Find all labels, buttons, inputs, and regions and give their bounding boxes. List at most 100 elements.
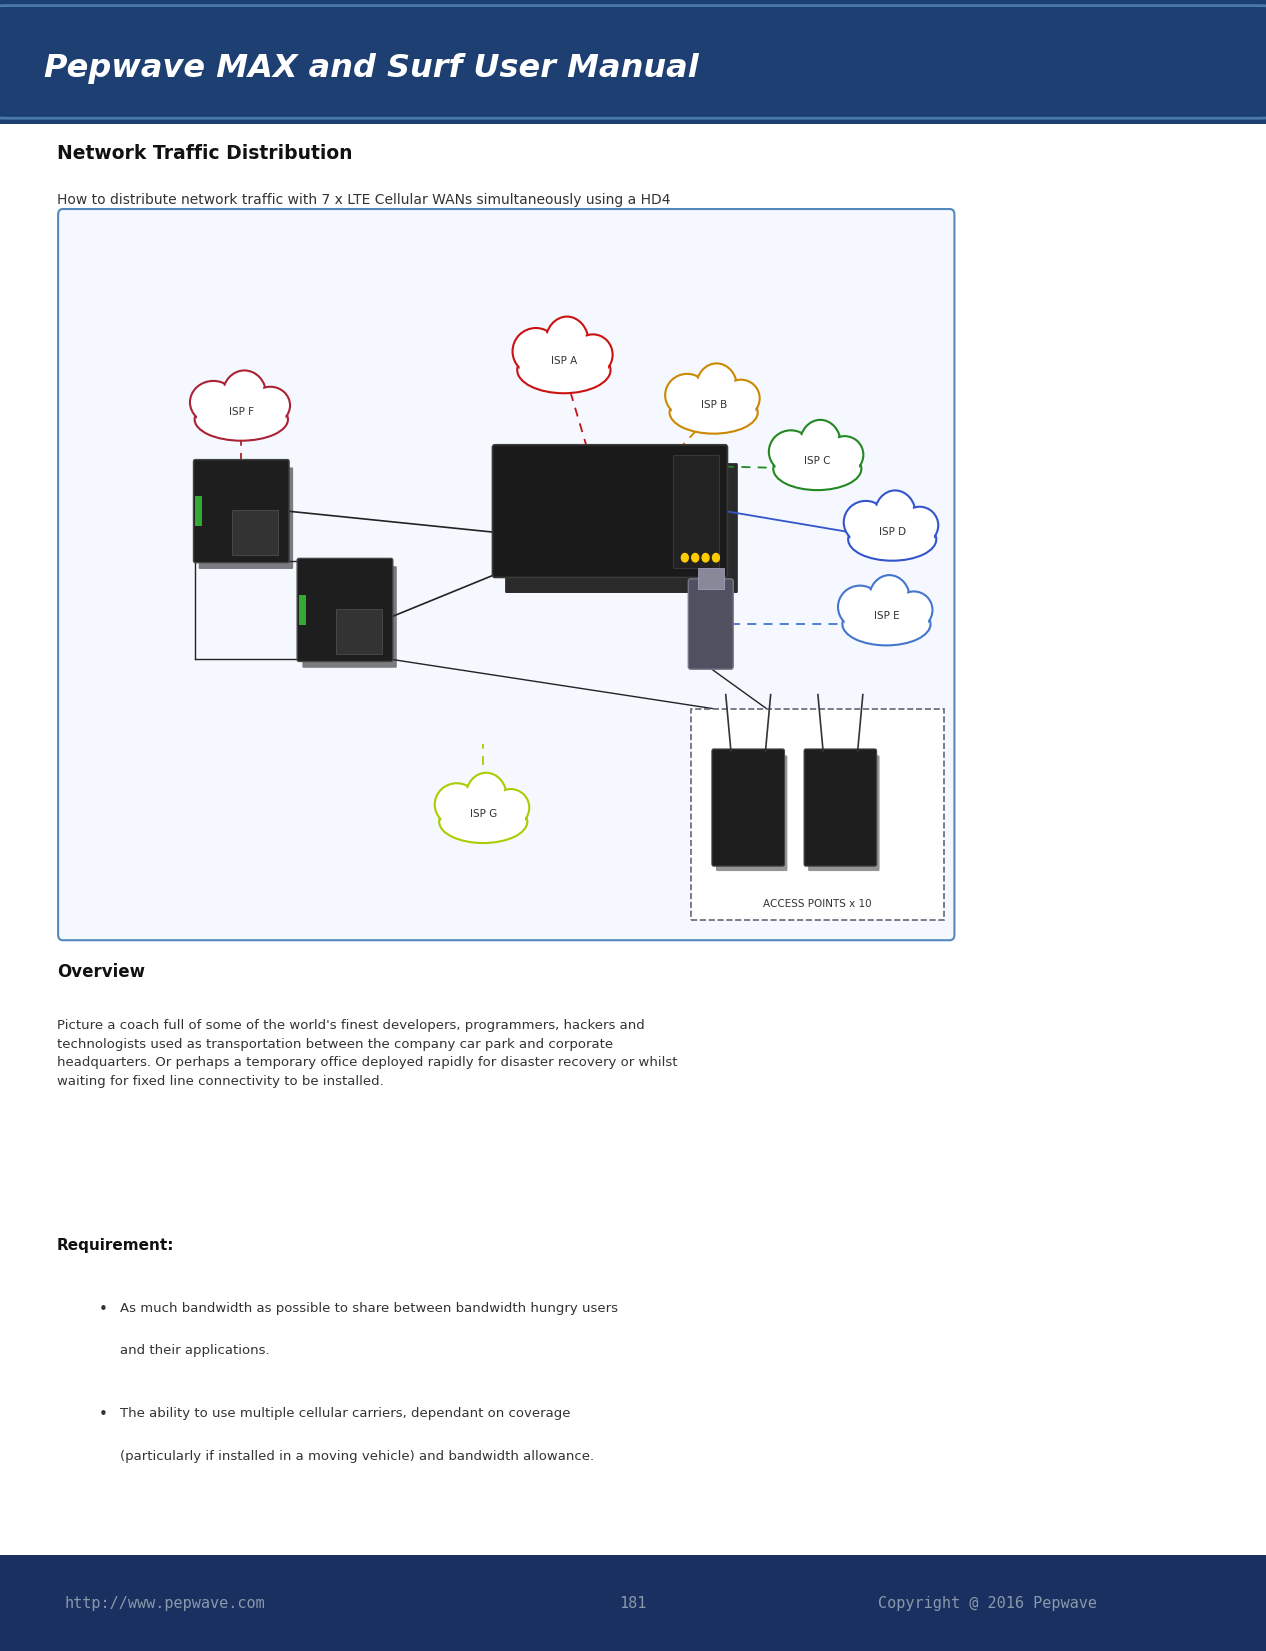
- Bar: [232, 510, 279, 555]
- Text: (particularly if installed in a moving vehicle) and bandwidth allowance.: (particularly if installed in a moving v…: [120, 1450, 595, 1463]
- Ellipse shape: [514, 330, 557, 373]
- Text: •: •: [99, 1407, 108, 1423]
- Ellipse shape: [251, 386, 290, 424]
- Text: 181: 181: [619, 1595, 647, 1611]
- FancyBboxPatch shape: [689, 580, 733, 669]
- FancyBboxPatch shape: [717, 755, 787, 872]
- Ellipse shape: [190, 381, 237, 424]
- Ellipse shape: [223, 370, 266, 419]
- Ellipse shape: [871, 578, 908, 621]
- Text: http://www.pepwave.com: http://www.pepwave.com: [65, 1595, 265, 1611]
- Ellipse shape: [437, 786, 477, 824]
- Ellipse shape: [253, 388, 287, 423]
- Ellipse shape: [846, 504, 886, 542]
- Text: Picture a coach full of some of the world's finest developers, programmers, hack: Picture a coach full of some of the worl…: [57, 1019, 677, 1088]
- Text: and their applications.: and their applications.: [120, 1344, 270, 1357]
- Text: •: •: [99, 1301, 108, 1316]
- Text: ISP F: ISP F: [229, 406, 253, 416]
- Text: The ability to use multiple cellular carriers, dependant on coverage: The ability to use multiple cellular car…: [120, 1407, 571, 1420]
- Ellipse shape: [849, 520, 934, 558]
- Ellipse shape: [698, 367, 736, 409]
- Ellipse shape: [196, 400, 286, 439]
- Ellipse shape: [827, 436, 863, 474]
- Ellipse shape: [546, 317, 589, 370]
- Ellipse shape: [439, 801, 528, 844]
- Bar: [698, 568, 724, 589]
- Ellipse shape: [671, 393, 756, 431]
- FancyBboxPatch shape: [0, 5, 1266, 119]
- FancyBboxPatch shape: [298, 558, 392, 662]
- Ellipse shape: [768, 431, 813, 474]
- Ellipse shape: [224, 373, 265, 416]
- Text: Overview: Overview: [57, 963, 146, 981]
- FancyBboxPatch shape: [808, 755, 880, 872]
- Ellipse shape: [898, 593, 931, 627]
- Ellipse shape: [875, 490, 915, 538]
- Ellipse shape: [547, 319, 586, 367]
- Ellipse shape: [573, 335, 613, 375]
- Circle shape: [691, 553, 699, 561]
- Ellipse shape: [492, 789, 529, 826]
- Text: Copyright @ 2016 Pepwave: Copyright @ 2016 Pepwave: [879, 1595, 1096, 1611]
- Ellipse shape: [466, 773, 506, 821]
- Text: As much bandwidth as possible to share between bandwidth hungry users: As much bandwidth as possible to share b…: [120, 1301, 618, 1314]
- Ellipse shape: [771, 433, 812, 471]
- Bar: [335, 609, 382, 654]
- Text: ISP D: ISP D: [879, 527, 905, 537]
- Ellipse shape: [441, 802, 525, 840]
- Ellipse shape: [901, 507, 938, 543]
- Ellipse shape: [839, 588, 880, 626]
- FancyBboxPatch shape: [492, 444, 728, 578]
- Circle shape: [681, 553, 689, 561]
- Ellipse shape: [575, 337, 610, 373]
- Bar: [195, 497, 203, 527]
- Ellipse shape: [838, 586, 882, 629]
- Bar: [299, 594, 306, 624]
- Ellipse shape: [774, 447, 861, 490]
- Bar: [674, 454, 719, 568]
- Ellipse shape: [801, 423, 839, 466]
- Bar: [691, 708, 944, 921]
- Ellipse shape: [192, 383, 234, 421]
- Text: ISP G: ISP G: [470, 809, 496, 819]
- Ellipse shape: [195, 398, 287, 441]
- FancyBboxPatch shape: [58, 210, 955, 939]
- Ellipse shape: [843, 500, 887, 543]
- Ellipse shape: [467, 774, 505, 819]
- Text: ISP B: ISP B: [700, 400, 727, 409]
- Circle shape: [713, 553, 719, 561]
- Ellipse shape: [800, 419, 841, 467]
- Text: ISP A: ISP A: [551, 357, 577, 367]
- Ellipse shape: [518, 347, 610, 393]
- Ellipse shape: [724, 381, 758, 414]
- Ellipse shape: [696, 363, 737, 411]
- Text: ACCESS POINTS x 10: ACCESS POINTS x 10: [763, 900, 872, 910]
- Ellipse shape: [895, 591, 933, 629]
- Text: How to distribute network traffic with 7 x LTE Cellular WANs simultaneously usin: How to distribute network traffic with 7…: [57, 193, 671, 208]
- Ellipse shape: [828, 438, 861, 472]
- Ellipse shape: [670, 391, 758, 434]
- Ellipse shape: [519, 348, 609, 391]
- Ellipse shape: [723, 380, 760, 418]
- Ellipse shape: [665, 373, 709, 416]
- Ellipse shape: [903, 509, 937, 542]
- Ellipse shape: [513, 329, 560, 375]
- Text: Pepwave MAX and Surf User Manual: Pepwave MAX and Surf User Manual: [44, 53, 699, 84]
- Text: ISP E: ISP E: [874, 611, 899, 621]
- Ellipse shape: [775, 449, 860, 489]
- FancyBboxPatch shape: [199, 467, 294, 570]
- Ellipse shape: [494, 791, 528, 824]
- FancyBboxPatch shape: [505, 464, 738, 593]
- Text: Network Traffic Distribution: Network Traffic Distribution: [57, 144, 352, 163]
- Ellipse shape: [667, 376, 708, 414]
- Text: Requirement:: Requirement:: [57, 1238, 175, 1253]
- Text: ISP C: ISP C: [804, 456, 830, 466]
- FancyBboxPatch shape: [711, 750, 785, 867]
- FancyBboxPatch shape: [804, 750, 876, 867]
- Circle shape: [703, 553, 709, 561]
- Ellipse shape: [876, 492, 914, 537]
- Ellipse shape: [434, 783, 479, 826]
- Ellipse shape: [842, 603, 931, 646]
- Ellipse shape: [844, 604, 928, 644]
- FancyBboxPatch shape: [194, 459, 289, 563]
